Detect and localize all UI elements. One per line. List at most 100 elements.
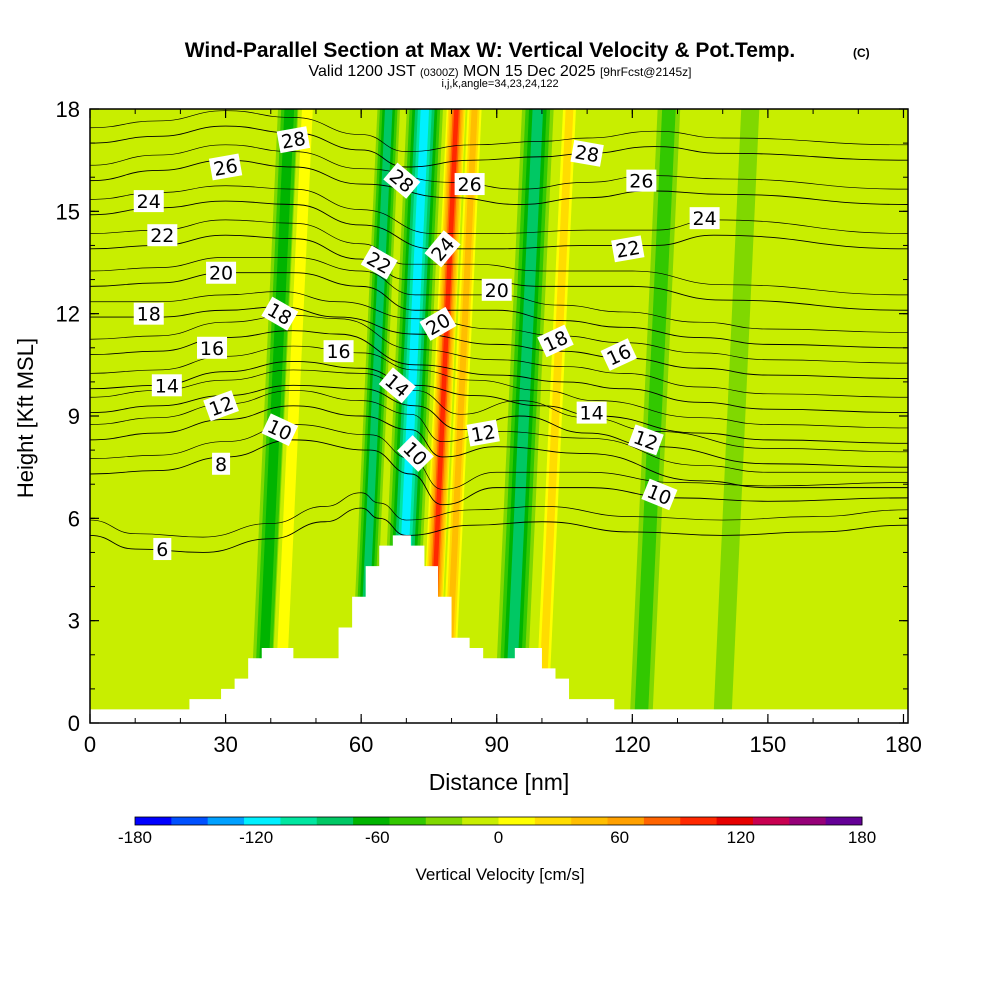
theta-contour-minor [90,110,908,152]
colorbar-swatch [571,817,609,825]
x-tick-label: 90 [484,732,508,757]
colorbar-tick-label: -180 [118,828,152,847]
contour-label-text: 22 [614,237,642,263]
y-axis-label: Height [Kft MSL] [13,338,38,498]
contour-label: 28 [276,126,311,154]
contour-label: 26 [454,173,485,196]
colorbar-swatch [680,817,718,825]
contour-label-text: 6 [156,539,168,561]
contour-label-text: 12 [470,421,498,447]
contour-label-text: 26 [212,155,240,181]
contour-label-text: 8 [215,454,227,476]
x-tick-label: 0 [84,732,96,757]
theta-contour-minor [90,315,908,398]
contour-label-text: 16 [200,338,224,360]
colorbar-swatch [752,817,790,825]
contour-label-text: 20 [485,280,509,302]
theta-contour [90,405,908,489]
y-tick-label: 6 [68,506,80,531]
velocity-band-level [443,109,478,723]
title-mark: (C) [853,46,870,60]
theta-contour-minor [90,492,908,538]
contour-label-text: 18 [137,304,161,326]
contour-label-text: 26 [458,174,482,196]
y-tick-label: 18 [56,97,80,122]
contour-label: 14 [151,374,182,397]
velocity-band-level [537,109,574,723]
contour-label: 28 [570,139,604,167]
subtitle-time: Valid 1200 JST [309,63,417,80]
contour-label: 24 [689,207,720,230]
colorbar-tick-label: -60 [365,828,390,847]
contour-label-text: 24 [693,208,717,230]
colorbar-swatch [280,817,318,825]
y-tick-label: 3 [68,609,80,634]
velocity-band [629,109,681,723]
theta-contour [90,360,908,444]
contour-label: 12 [466,419,500,447]
theta-contour-minor [90,219,908,296]
velocity-band [532,109,579,723]
x-tick-label: 60 [349,732,373,757]
colorbar-swatch [425,817,463,825]
contour-label-text: 14 [155,375,179,397]
velocity-band [270,109,317,723]
contour-label: 8 [212,452,231,476]
theta-contour-minor [90,424,908,490]
subtitle-zulu: (0300Z) [420,67,459,79]
contour-label: 20 [206,261,237,285]
colorbar-swatch [207,817,245,825]
velocity-band-level [634,109,676,723]
y-tick-label: 15 [56,199,80,224]
colorbar-swatch [607,817,645,825]
colorbar-tick-label: 0 [494,828,503,847]
contour-label: 18 [133,302,164,326]
colorbar-swatch [498,817,536,825]
colorbar-swatch [825,817,863,825]
y-tick-label: 12 [56,302,80,327]
subtitle-indices: i,j,k,angle=34,23,24,122 [441,78,558,90]
colorbar-frame [134,816,863,826]
contour-label-text: 14 [580,403,604,425]
colorbar-tick-label: 60 [610,828,629,847]
colorbar-swatch [135,817,172,825]
velocity-band-level [713,109,760,723]
contour-label: 16 [323,340,354,363]
contour-label: 14 [576,401,607,425]
subtitle-valid: Valid 1200 JST (0300Z) MON 15 Dec 2025 [… [309,63,692,80]
theta-contour-minor [90,257,908,333]
colorbar-swatch [716,817,754,825]
contour-label-text: 26 [629,171,653,193]
contour-label-text: 28 [573,141,601,167]
subtitle-date: MON 15 Dec 2025 [463,63,596,80]
colorbar-swatch [244,817,281,825]
colorbar-swatch [534,817,572,825]
chart-title: Wind-Parallel Section at Max W: Vertical… [185,39,796,62]
theta-contour [90,306,908,379]
subtitle-forecast: [9hrFcst@2145z] [600,65,692,79]
contour-label-text: 28 [280,128,308,154]
theta-contour-minor [90,291,908,364]
contour-label: 26 [626,169,657,193]
velocity-band-level [273,109,313,723]
theta-contour [90,125,908,168]
contour-label-text: 20 [209,263,233,285]
colorbar-swatch [171,817,209,825]
x-axis-label: Distance [nm] [429,769,570,795]
contour-label: 6 [153,538,172,561]
contour-label-text: 24 [137,191,161,213]
contour-label: 22 [611,235,645,263]
contour-label-text: 16 [326,341,350,363]
velocity-band [437,109,484,723]
colorbar-swatch [353,817,390,825]
colorbar-swatch [389,817,427,825]
x-tick-label: 120 [614,732,651,757]
colorbar-tick-label: -120 [239,828,273,847]
x-tick-label: 180 [885,732,922,757]
colorbar: -180 -120 -60 0 60 120 180 [118,816,876,847]
theta-contour [90,234,908,311]
y-tick-label: 0 [68,711,80,736]
theta-contour-minor [90,369,908,453]
